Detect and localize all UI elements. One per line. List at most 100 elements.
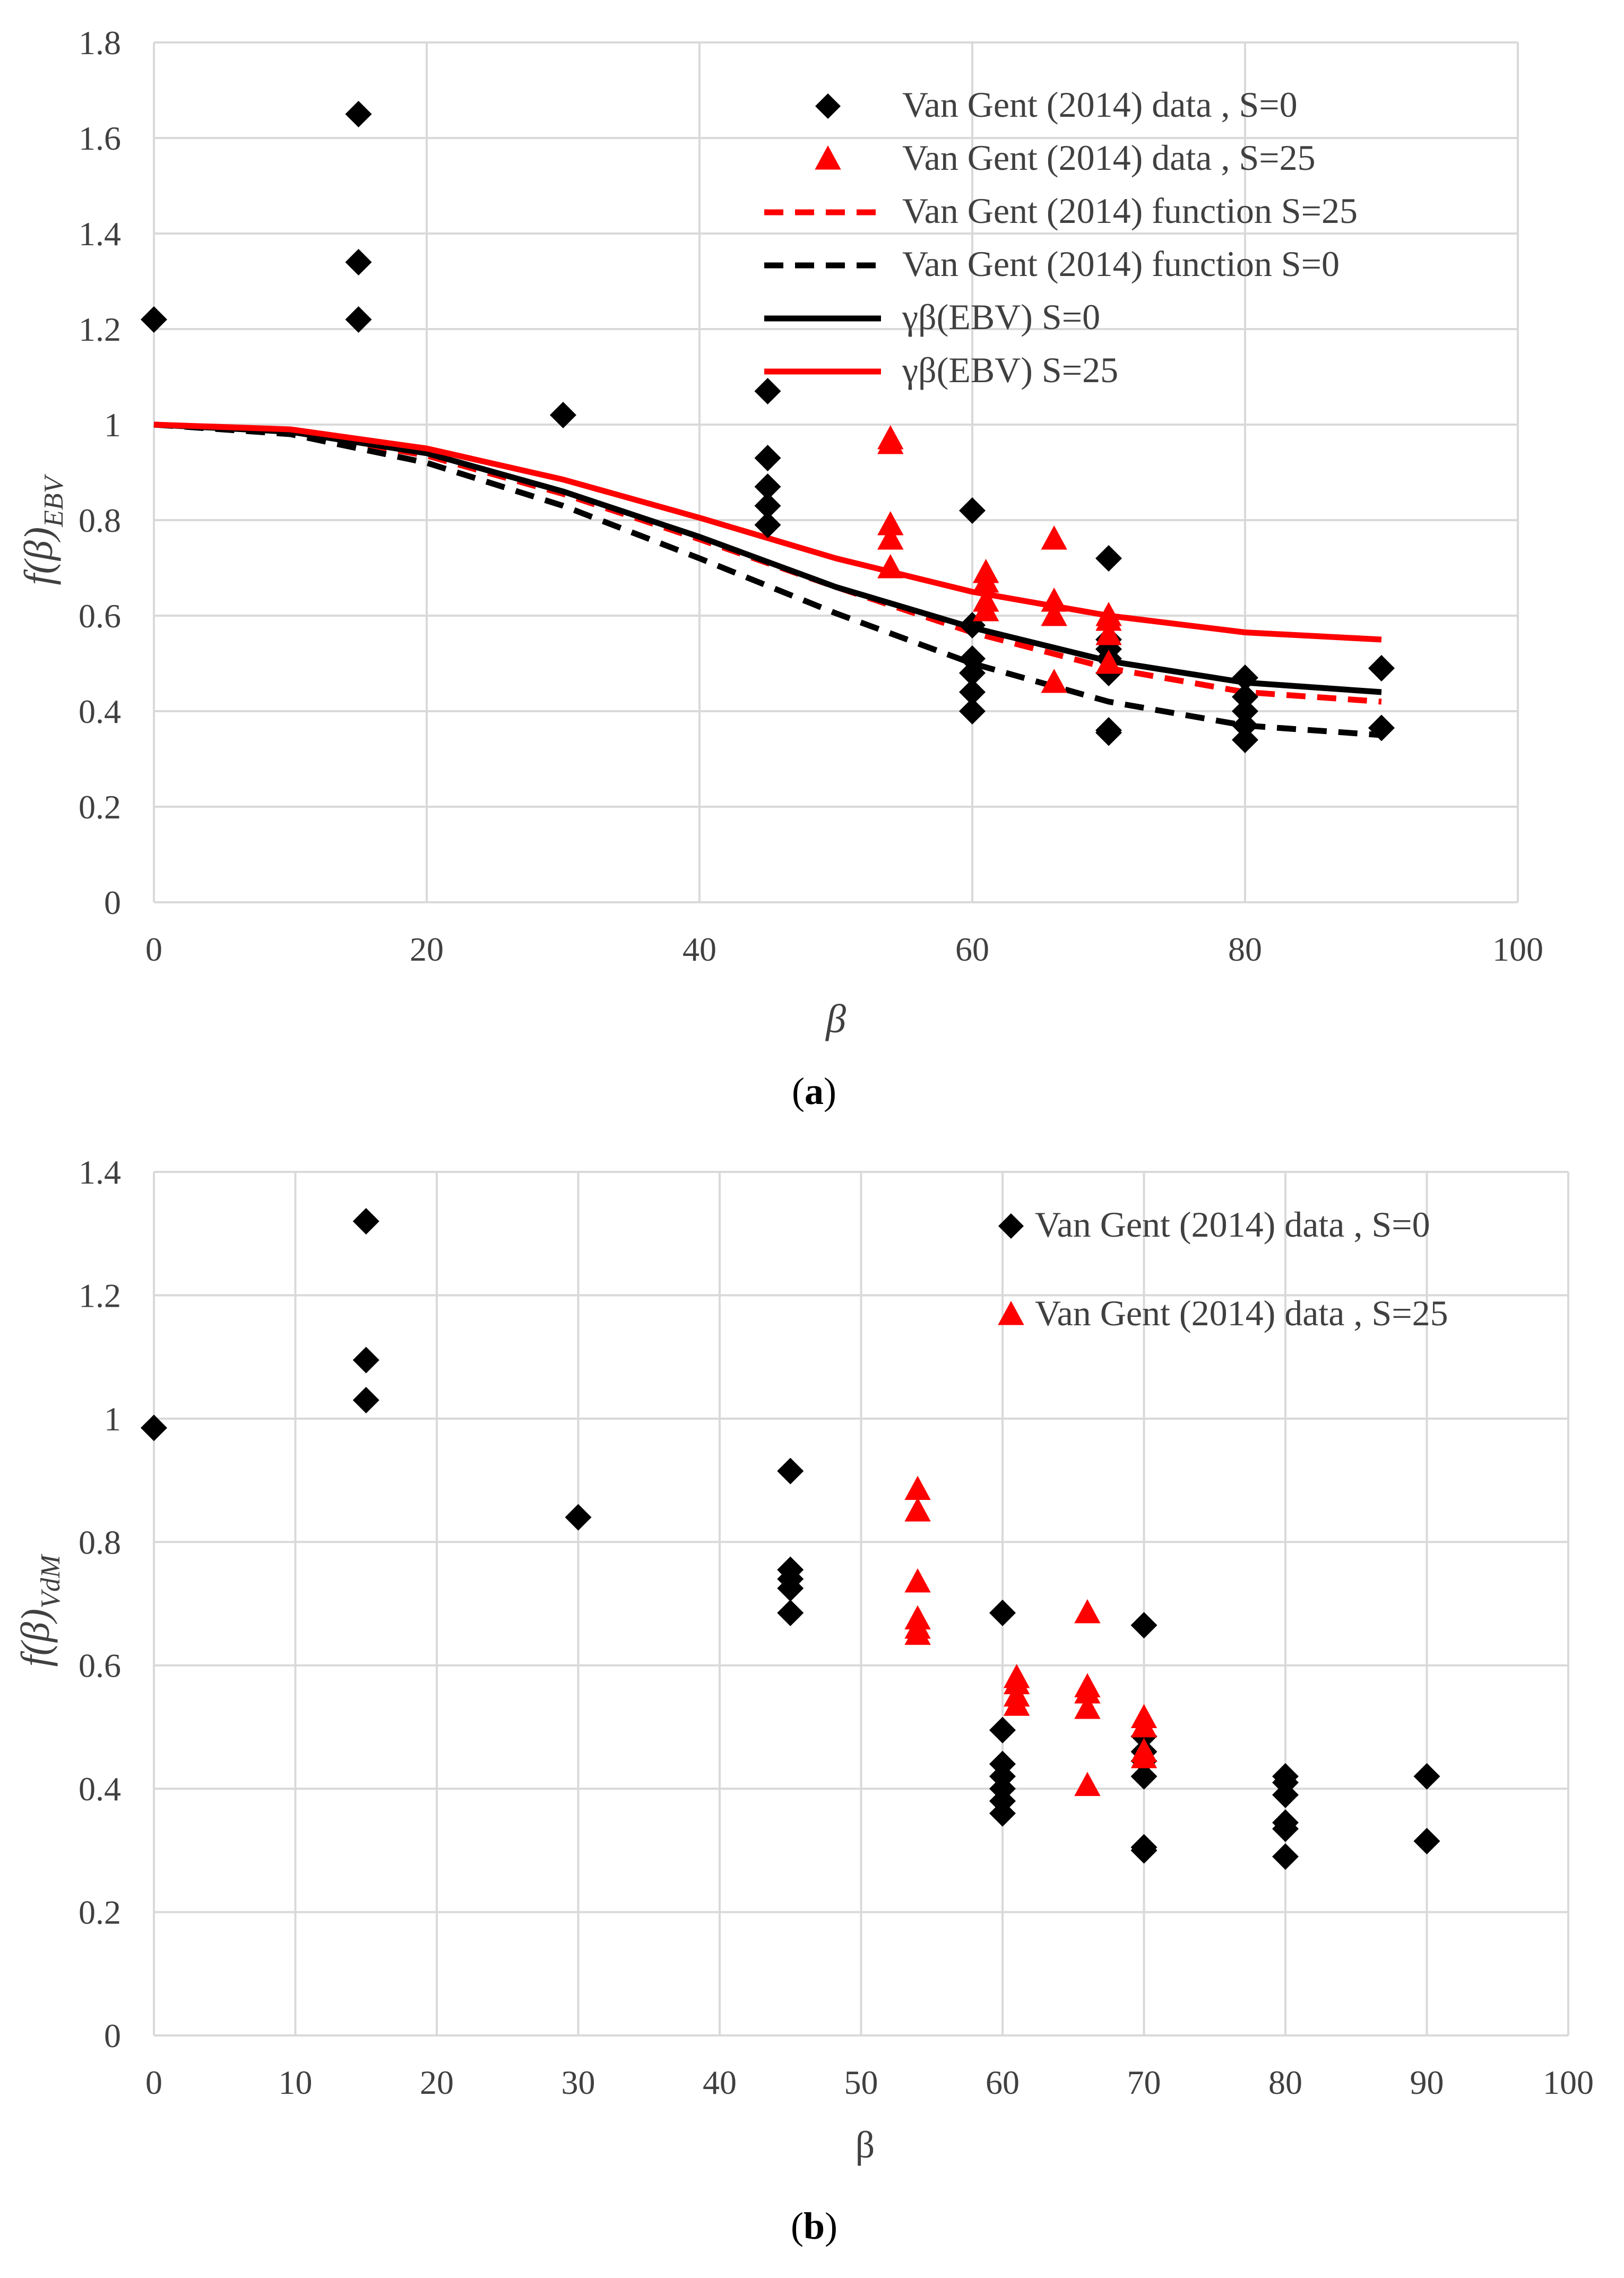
y-tick-label-b: 1 bbox=[104, 1400, 121, 1438]
data-point-a-s25-2 bbox=[877, 511, 904, 536]
data-point-a-s0-28 bbox=[1368, 655, 1395, 681]
data-point-b-s0-16 bbox=[989, 1800, 1016, 1827]
y-tick-label-a: 0.2 bbox=[79, 788, 121, 826]
y-tick-label-b: 0.4 bbox=[79, 1770, 121, 1808]
y-tick-label-a: 0 bbox=[104, 884, 121, 921]
data-point-b-s25-2 bbox=[904, 1568, 931, 1593]
data-point-a-s0-16 bbox=[1095, 545, 1122, 572]
data-point-a-s25-1 bbox=[877, 430, 904, 454]
data-point-a-s0-1 bbox=[345, 101, 372, 127]
data-point-b-s25-14 bbox=[1074, 1772, 1101, 1796]
data-point-a-s0-15 bbox=[959, 698, 986, 724]
data-point-a-s0-23 bbox=[1232, 665, 1258, 691]
data-point-a-s0-10 bbox=[959, 497, 986, 524]
y-tick-label-b: 0 bbox=[104, 2017, 121, 2055]
data-point-a-s0-3 bbox=[345, 306, 372, 333]
data-point-a-s0-29 bbox=[1368, 714, 1395, 741]
x-axis-label-b: β bbox=[856, 2124, 875, 2166]
data-point-b-s25-9 bbox=[1003, 1692, 1030, 1716]
x-tick-label-a: 100 bbox=[1492, 930, 1543, 968]
data-point-b-s25-0 bbox=[904, 1475, 931, 1500]
data-point-a-s25-15 bbox=[1095, 621, 1122, 645]
y-tick-label-b: 1.4 bbox=[79, 1153, 121, 1191]
data-point-a-s25-14 bbox=[1095, 607, 1122, 631]
legend-marker-a-1 bbox=[815, 145, 841, 170]
data-point-b-s0-31 bbox=[1413, 1827, 1440, 1854]
data-point-a-s0-22 bbox=[1095, 719, 1122, 746]
x-tick-label-a: 0 bbox=[145, 930, 162, 968]
y-axis-label-b: f(β)VdM bbox=[13, 1554, 66, 1667]
data-point-a-s0-6 bbox=[754, 445, 781, 471]
data-point-a-s25-4 bbox=[877, 554, 904, 579]
data-point-b-s0-29 bbox=[1272, 1843, 1299, 1870]
x-tick-label-a: 80 bbox=[1228, 930, 1262, 968]
x-tick-label-a: 60 bbox=[955, 930, 989, 968]
data-point-b-s25-5 bbox=[904, 1620, 931, 1645]
data-point-a-s25-8 bbox=[973, 597, 999, 622]
data-point-b-s25-12 bbox=[1074, 1679, 1101, 1704]
data-point-a-s0-7 bbox=[754, 473, 781, 500]
legend-label-b-1: Van Gent (2014) data , S=25 bbox=[1035, 1293, 1448, 1333]
x-tick-label-b: 0 bbox=[145, 2064, 162, 2101]
data-point-b-s0-11 bbox=[989, 1716, 1016, 1744]
y-axis-label-a: f(β)EBV bbox=[16, 473, 69, 585]
legend-label-a-2: Van Gent (2014) function S=25 bbox=[902, 191, 1358, 231]
data-point-a-s0-2 bbox=[345, 249, 372, 275]
grid-a bbox=[153, 41, 1519, 903]
panel-label-b: (b) bbox=[791, 2205, 837, 2247]
legend-marker-a-0 bbox=[815, 93, 841, 119]
data-point-b-s0-17 bbox=[1130, 1612, 1157, 1639]
data-point-b-s0-9 bbox=[777, 1599, 804, 1626]
legend-marker-b-0 bbox=[998, 1213, 1024, 1239]
x-tick-label-b: 70 bbox=[1127, 2064, 1161, 2101]
data-point-a-s0-5 bbox=[754, 378, 781, 404]
y-tick-label-a: 1.4 bbox=[79, 215, 121, 253]
y-tick-label-a: 1.6 bbox=[79, 119, 121, 157]
x-tick-label-b: 20 bbox=[420, 2064, 454, 2101]
x-tick-label-b: 50 bbox=[844, 2064, 878, 2101]
series-layer-a bbox=[141, 101, 1395, 753]
data-point-a-s25-3 bbox=[877, 525, 904, 550]
data-point-a-s0-13 bbox=[959, 660, 986, 686]
data-point-b-s0-5 bbox=[777, 1457, 804, 1485]
y-tick-label-a: 1.8 bbox=[79, 24, 121, 62]
tick-labels-a: 0 0.2 0.4 0.6 0.8 1 1.2 1.4 1.6 1.8 0 20 40 60 80 100 bbox=[79, 24, 1543, 968]
x-tick-label-b: 10 bbox=[279, 2064, 313, 2101]
data-point-a-s0-0 bbox=[141, 306, 167, 333]
series-layer-b bbox=[141, 1207, 1440, 1870]
data-point-b-s0-8 bbox=[777, 1575, 804, 1602]
data-point-a-s0-9 bbox=[754, 512, 781, 538]
data-point-b-s0-30 bbox=[1413, 1763, 1440, 1790]
x-tick-label-b: 80 bbox=[1268, 2064, 1302, 2101]
data-point-b-s0-21 bbox=[1130, 1763, 1157, 1790]
data-point-a-s0-24 bbox=[1232, 684, 1258, 710]
data-point-b-s25-1 bbox=[904, 1497, 931, 1522]
data-point-b-s25-7 bbox=[1003, 1670, 1030, 1695]
x-tick-label-b: 40 bbox=[703, 2064, 737, 2101]
data-point-a-s0-27 bbox=[1232, 727, 1258, 753]
data-point-b-s0-1 bbox=[352, 1207, 379, 1235]
y-tick-label-a: 0.8 bbox=[79, 502, 121, 539]
x-axis-label-a: β bbox=[825, 997, 846, 1041]
x-tick-label-a: 40 bbox=[683, 930, 716, 968]
chart-panel-b: 0 0.2 0.4 0.6 0.8 1 1.2 1.4 0 10 20 30 40 50 60 70 80 90 1… bbox=[13, 1153, 1594, 2247]
data-point-b-s0-4 bbox=[565, 1504, 592, 1531]
data-point-b-s0-0 bbox=[141, 1414, 167, 1442]
legend-label-b-0: Van Gent (2014) data , S=0 bbox=[1035, 1204, 1430, 1245]
data-point-b-s0-28 bbox=[1272, 1815, 1299, 1842]
data-point-a-s25-16 bbox=[1095, 650, 1122, 674]
data-point-a-s0-14 bbox=[959, 679, 986, 705]
legend-marker-b-1 bbox=[998, 1301, 1024, 1325]
tick-labels-b: 0 0.2 0.4 0.6 0.8 1 1.2 1.4 0 10 20 30 40 50 60 70 80 90 1… bbox=[79, 1153, 1594, 2101]
data-point-a-s0-4 bbox=[550, 402, 576, 428]
y-tick-label-b: 0.6 bbox=[79, 1647, 121, 1685]
chart-panel-a: 0 0.2 0.4 0.6 0.8 1 1.2 1.4 1.6 1.8 0 20 40 60 80 100 β… bbox=[16, 24, 1543, 1112]
series-line-a-2 bbox=[153, 421, 1382, 695]
data-point-a-s0-26 bbox=[1232, 712, 1258, 739]
data-point-b-s25-16 bbox=[1130, 1713, 1157, 1738]
data-point-b-s0-2 bbox=[352, 1347, 379, 1374]
data-point-b-s25-13 bbox=[1074, 1695, 1101, 1719]
data-point-a-s0-8 bbox=[754, 493, 781, 519]
y-tick-label-a: 0.6 bbox=[79, 597, 121, 635]
